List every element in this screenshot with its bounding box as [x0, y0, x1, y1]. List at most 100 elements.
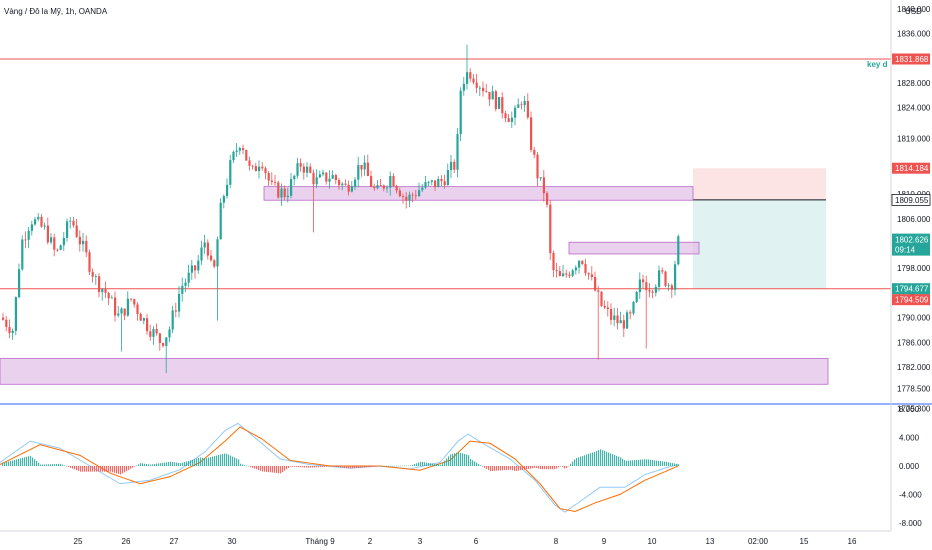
candle-body [270, 180, 273, 182]
histogram-bar [166, 462, 168, 466]
histogram-bar [66, 466, 68, 467]
candle-body [267, 173, 270, 181]
candle-body [8, 327, 11, 333]
price-axis[interactable]: 1840.0001836.0001832.0001828.0001824.000… [897, 5, 931, 414]
histogram-bar [190, 460, 192, 466]
candle-body [408, 194, 411, 201]
histogram-bar [422, 462, 424, 466]
candle [114, 291, 117, 322]
histogram-bar [92, 466, 94, 472]
histogram-bar [68, 466, 70, 467]
candle-body [338, 180, 341, 186]
candle [418, 182, 421, 198]
histogram-bar [500, 466, 502, 471]
histogram-bar [54, 464, 56, 466]
histogram-bar [174, 462, 176, 466]
histogram-bar [530, 466, 532, 469]
candle-body [638, 279, 641, 293]
candle [501, 92, 504, 119]
histogram-bar [436, 464, 438, 466]
candle [651, 289, 654, 299]
candle-body [50, 237, 53, 243]
histogram-bar [218, 455, 220, 466]
histogram-bar [668, 462, 670, 466]
histogram-bar [418, 462, 420, 466]
candle-body [658, 270, 661, 287]
histogram-bar [424, 462, 426, 466]
histogram-bar [72, 466, 74, 469]
candle [200, 240, 203, 265]
time-axis[interactable]: 25 26 27 30 Tháng 9 2 3 6 8 9 10 13 02:00 15 16 [74, 537, 857, 546]
histogram-bar [330, 466, 332, 467]
candle-body [520, 104, 523, 106]
histogram-bar [550, 466, 552, 470]
candle-body [437, 178, 440, 188]
candle-body [661, 270, 664, 272]
histogram-bar [536, 466, 538, 469]
candle [533, 146, 536, 159]
candle [626, 309, 629, 330]
macd-axis[interactable]: 8.000 4.000 0.000 -4.000 -8.000 [899, 405, 922, 528]
histogram-bar [340, 466, 342, 468]
candle-body [261, 166, 264, 169]
histogram-bar [192, 459, 194, 466]
time-tick: 13 [706, 537, 715, 546]
candle-body [542, 177, 545, 194]
histogram-bar [666, 461, 668, 466]
candle-body [562, 273, 565, 277]
histogram-bar [660, 461, 662, 466]
histogram-bar [468, 455, 470, 466]
price-tick: 1775.300 [897, 404, 931, 413]
histogram-bar [306, 466, 308, 468]
candle-body [510, 117, 513, 122]
candle-body [219, 202, 222, 240]
candle [69, 217, 72, 229]
candle-body [21, 239, 24, 270]
long-short-position-tool[interactable] [693, 168, 826, 289]
candle [40, 214, 43, 228]
histogram-bar [504, 466, 506, 471]
candle [139, 312, 142, 321]
histogram-bar [574, 459, 576, 466]
histogram-bar [182, 462, 184, 466]
histogram-bar [78, 466, 80, 471]
candle [520, 101, 523, 110]
candle [594, 271, 597, 292]
histogram-bar [456, 452, 458, 466]
candle [648, 283, 651, 298]
candle [162, 342, 165, 348]
time-tick: 3 [418, 537, 423, 546]
candle-body [37, 216, 40, 220]
histogram-bar [76, 466, 78, 471]
histogram-bar [84, 466, 86, 472]
candle [216, 236, 219, 321]
candle-body [91, 271, 94, 277]
histogram-bar [176, 462, 178, 466]
histogram-bar [434, 463, 436, 466]
candle [306, 162, 309, 178]
histogram-bar [448, 456, 450, 466]
histogram-bar [248, 466, 250, 467]
histogram-bar [522, 466, 524, 470]
candle [645, 275, 648, 349]
histogram-bar [356, 466, 358, 469]
candle-body [120, 308, 123, 314]
histogram-bar [598, 450, 600, 466]
candle [130, 298, 133, 302]
candle-body [494, 91, 497, 109]
candle [318, 170, 321, 179]
candle-body [85, 240, 88, 253]
time-tick: 02:00 [748, 537, 769, 546]
candle [392, 172, 395, 187]
candle [562, 264, 565, 278]
histogram-bar [178, 462, 180, 466]
candle [549, 199, 552, 261]
candle-body [328, 178, 331, 182]
candle-body [402, 196, 405, 198]
candle-body [456, 134, 459, 170]
histogram-bar [134, 466, 136, 467]
histogram-bar [562, 466, 564, 468]
histogram-bar [104, 466, 106, 472]
